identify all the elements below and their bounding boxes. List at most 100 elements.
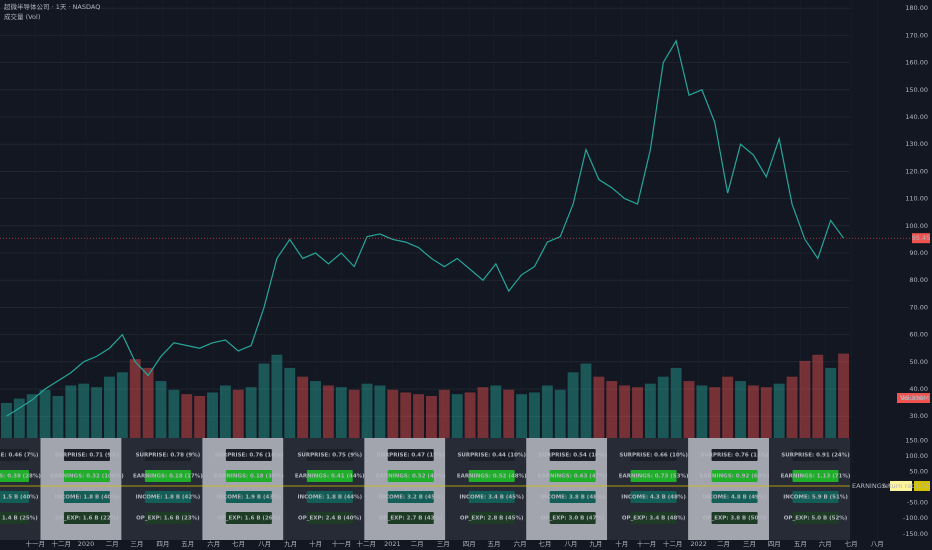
quarter-box [468, 512, 515, 524]
quarter-box [306, 512, 353, 524]
volume-bar [541, 385, 553, 438]
volume-bar [812, 354, 824, 438]
y-tick-label: 30.00 [909, 412, 928, 420]
volume-bar [516, 394, 528, 438]
volume-bar [619, 385, 631, 438]
quarter-label: INCOME: 3.8 B (48%) [540, 495, 605, 501]
quarter-label: OP_EXP: 3.0 B (47%) [541, 516, 605, 522]
y-tick-label: 120.00 [905, 167, 928, 175]
quarter-box [711, 512, 758, 524]
quarter-label: SURPRISE: 0.75 (9%) [297, 453, 362, 459]
volume-bar [116, 372, 128, 438]
volume-bar [142, 367, 154, 438]
x-tick-label: 四月 [463, 540, 476, 548]
volume-bar [657, 376, 669, 438]
chart-subtitle: 成交量 (Vol) [4, 12, 40, 21]
y-tick-label: 130.00 [905, 140, 928, 148]
price-line [6, 39, 845, 417]
x-tick-label: 四月 [156, 540, 169, 548]
quarter: SURPRISE: 0.78 (9%) EARNINGS: 0.18 (17%) I… [133, 449, 203, 524]
quarter-box [387, 512, 434, 524]
volume-bar [567, 372, 579, 438]
volume-box [897, 393, 930, 403]
volume-bar [426, 395, 437, 438]
x-tick-label: 2020 [78, 540, 95, 548]
quarter-box [792, 491, 839, 503]
quarter-label: SURPRISE: 0.66 (10%) [619, 453, 688, 459]
quarter-label: EARNINGS: 0.41 (44%) [295, 474, 365, 480]
volume-bar [219, 385, 231, 438]
quarter-box [468, 449, 515, 461]
quarter-label: INCOME: 3.2 B (45%) [378, 495, 443, 501]
quarter-label: SURPRISE: 0.44 (10%) [457, 453, 526, 459]
quarter-box [792, 449, 839, 461]
quarter-label: INCOME: 4.3 B (48%) [621, 495, 686, 501]
x-tick-label: 五月 [794, 540, 807, 548]
x-tick-label: 三月 [743, 540, 756, 548]
y-tick-label: 40.00 [909, 385, 928, 393]
volume-bar [722, 376, 734, 438]
quarter-label: EARNINGS: 0.63 (47%) [538, 474, 608, 480]
volume-bar [529, 392, 540, 438]
y-tick-label: 160.00 [905, 59, 928, 67]
volume-bar [438, 389, 450, 438]
quarter-box [144, 449, 191, 461]
quarter-label: EARNINGS: 0.52 (48%) [457, 474, 527, 480]
volume-bar [13, 398, 25, 438]
volume-bar [361, 383, 373, 438]
x-tick-label: 七月 [845, 539, 858, 548]
volume-label: 96.330M [901, 394, 929, 402]
x-tick-label: 八月 [871, 540, 884, 548]
volume-bar [670, 367, 682, 438]
yield-label: EARNINGS YIELD : 3.66 [852, 482, 927, 490]
quarter-label: INCOME: 1.9 B (43%) [217, 495, 282, 501]
earnings-pane: 150.00100.0050.000.00-50.00-100.00-150.0… [0, 436, 930, 540]
quarter-label: SURPRISE: 0.91 (24%) [781, 453, 850, 459]
volume-bar [26, 394, 38, 438]
quarter-label: OP_EXP: 5.0 B (52%) [784, 516, 848, 522]
quarter-label: SURPRISE: 0.71 (9%) [55, 453, 120, 459]
quarter-label: OP_EXP: 1.6 B (26%) [217, 516, 281, 522]
quarter-box [144, 491, 191, 503]
quarter-label: EARNINGS: 0.18 (30%) [214, 474, 284, 480]
quarter-box [225, 512, 272, 524]
volume-bar [181, 394, 193, 438]
quarter-box [144, 512, 191, 524]
x-tick-label: 九月 [284, 539, 297, 548]
y-tick-label: -150.00 [903, 530, 928, 538]
x-tick-label: 三月 [437, 540, 450, 548]
quarter-label: OP_EXP: 1.6 B (22%) [55, 516, 119, 522]
volume-bar [554, 389, 566, 438]
volume-bar [786, 376, 798, 438]
quarter-label: SURPRISE: 0.78 (9%) [136, 453, 201, 459]
quarter-box [711, 449, 758, 461]
volume-bar [168, 389, 180, 438]
x-tick-label: 四月 [768, 540, 781, 548]
volume-bar [335, 387, 347, 438]
x-tick-label: 六月 [819, 539, 832, 548]
quarter-box [63, 491, 110, 503]
volume-bar [773, 383, 785, 438]
quarter: SURPRISE: 0.44 (10%) EARNINGS: 0.52 (48%)… [457, 449, 527, 524]
y-tick-label: 180.00 [905, 4, 928, 12]
quarter-label: OP_EXP: 2.7 B (43%) [379, 516, 443, 522]
quarter-box [468, 470, 515, 482]
x-tick-label: 十二月 [663, 539, 683, 548]
volume-bar [760, 387, 772, 438]
ratio-value-box [914, 480, 930, 491]
quarter-box [63, 512, 110, 524]
quarter-box [468, 491, 515, 503]
quarter-label: OP_EXP: 2.4 B (40%) [298, 516, 362, 522]
quarter-box [630, 512, 677, 524]
x-tick-label: 六月 [514, 539, 527, 548]
quarter-box [63, 449, 110, 461]
quarter-box [63, 470, 110, 482]
volume-bar [464, 392, 476, 438]
quarter-box [387, 470, 434, 482]
volume-bar [799, 360, 811, 438]
volume-bar [348, 389, 360, 438]
quarter-box [630, 470, 677, 482]
volume-bar [245, 387, 257, 438]
quarter-label: SURPRISE: 0.47 (15%) [377, 453, 446, 459]
volume-bar [606, 381, 618, 438]
